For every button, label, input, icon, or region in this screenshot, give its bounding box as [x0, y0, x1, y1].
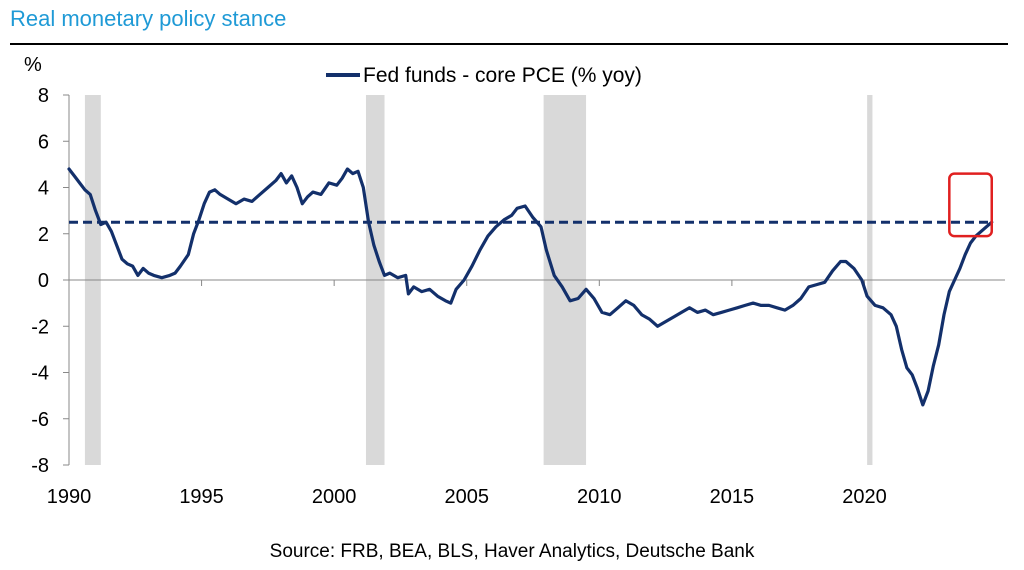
title-rule	[10, 43, 1008, 45]
y-tick-label-4: 0	[38, 270, 49, 292]
legend: Fed funds - core PCE (% yoy)	[326, 64, 642, 87]
y-tick-label-5: 2	[38, 224, 49, 246]
x-tick-label-1: 1995	[179, 486, 224, 508]
y-tick-label-8: 8	[38, 85, 49, 107]
y-tick-label-2: -4	[31, 363, 49, 385]
x-tick-label-4: 2010	[577, 486, 622, 508]
chart-title: Real monetary policy stance	[10, 6, 287, 31]
y-tick-label-3: -2	[31, 316, 49, 338]
x-tick-label-6: 2020	[842, 486, 887, 508]
x-tick-label-3: 2005	[444, 486, 489, 508]
series-line-0	[67, 167, 994, 407]
y-axis-label: %	[24, 54, 42, 76]
x-tick-label-2: 2000	[312, 486, 357, 508]
y-tick-label-0: -8	[31, 455, 49, 477]
x-tick-label-0: 1990	[47, 486, 92, 508]
y-tick-label-1: -6	[31, 409, 49, 431]
legend-label: Fed funds - core PCE (% yoy)	[363, 64, 642, 87]
source-note: Source: FRB, BEA, BLS, Haver Analytics, …	[269, 541, 755, 562]
highlight-box	[948, 172, 993, 238]
axes: -8 -6 -4 -2 0 2 4 6 8% 1990 1995 2000 2005 2010 2015 20…	[24, 54, 1005, 508]
y-tick-label-6: 4	[38, 178, 49, 200]
series-layer	[67, 167, 994, 407]
highlight-layer	[948, 172, 993, 238]
x-tick-label-5: 2015	[710, 486, 755, 508]
y-tick-label-7: 6	[38, 131, 49, 153]
